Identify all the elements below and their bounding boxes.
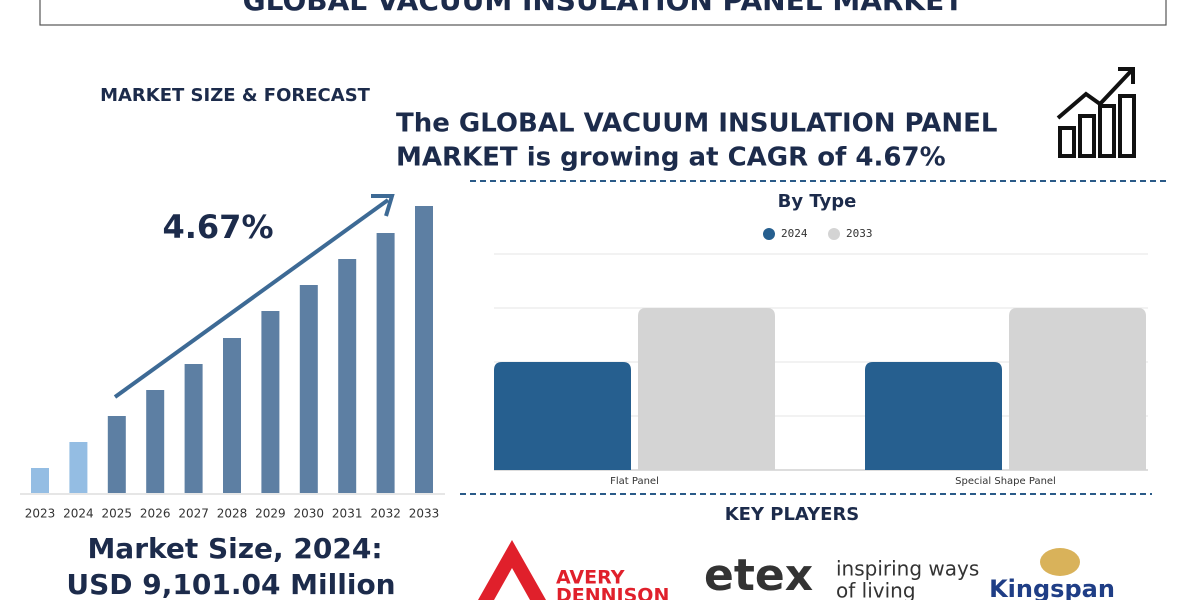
forecast-heading: MARKET SIZE & FORECAST bbox=[100, 85, 371, 106]
cagr-label: 4.67% bbox=[162, 208, 273, 246]
bar bbox=[261, 311, 280, 493]
logo-text: inspiring ways bbox=[836, 557, 979, 581]
headline: MARKET is growing at CAGR of 4.67% bbox=[396, 143, 946, 173]
x-tick-label: Flat Panel bbox=[610, 476, 659, 487]
legend-label: 2033 bbox=[846, 227, 873, 240]
bar bbox=[865, 362, 1002, 470]
growth-icon bbox=[1056, 67, 1136, 158]
x-tick-label: 2032 bbox=[370, 507, 401, 521]
x-tick-label: 2028 bbox=[217, 507, 248, 521]
key-figure: Market Size, 2024: bbox=[87, 532, 382, 565]
legend-swatch bbox=[828, 228, 840, 240]
logo-text: AVERY bbox=[556, 567, 625, 589]
chart-title: By Type bbox=[778, 191, 857, 212]
bar bbox=[31, 468, 49, 493]
logo-text: Kingspan bbox=[989, 575, 1115, 600]
key-figure: USD 9,101.04 Million bbox=[66, 568, 395, 600]
bar bbox=[146, 390, 165, 493]
bar bbox=[1009, 308, 1146, 470]
headline: The GLOBAL VACUUM INSULATION PANEL bbox=[396, 109, 997, 139]
bar bbox=[376, 233, 395, 493]
x-tick-label: 2031 bbox=[332, 507, 363, 521]
x-tick-label: 2025 bbox=[102, 507, 133, 521]
header-box bbox=[39, 0, 1167, 26]
logo-text: DENNISON bbox=[556, 585, 669, 600]
bar bbox=[494, 362, 631, 470]
bar bbox=[107, 416, 126, 493]
x-tick-label: 2029 bbox=[255, 507, 286, 521]
x-tick-label: 2024 bbox=[63, 507, 94, 521]
avery-logo: AVERY DENNISON bbox=[478, 540, 669, 600]
x-tick-label: 2027 bbox=[178, 507, 209, 521]
bar bbox=[69, 442, 88, 493]
legend-label: 2024 bbox=[781, 227, 808, 240]
x-tick-label: 2033 bbox=[409, 507, 440, 521]
bar bbox=[299, 285, 318, 493]
logo-text: of living bbox=[836, 579, 916, 600]
header-title: GLOBAL VACUUM INSULATION PANEL MARKET bbox=[243, 0, 964, 17]
kingspan-logo: Kingspan bbox=[989, 548, 1115, 600]
logo-text: etex bbox=[704, 550, 813, 600]
etex-logo: etex inspiring ways of living bbox=[704, 550, 979, 600]
bar bbox=[415, 206, 433, 493]
bar bbox=[338, 259, 357, 493]
growth-arrow bbox=[113, 194, 395, 399]
legend-swatch bbox=[763, 228, 775, 240]
x-tick-label: 2023 bbox=[25, 507, 56, 521]
x-tick-label: Special Shape Panel bbox=[955, 476, 1056, 487]
x-tick-label: 2030 bbox=[294, 507, 325, 521]
x-tick-label: 2026 bbox=[140, 507, 171, 521]
bar bbox=[223, 338, 241, 493]
bar bbox=[184, 364, 203, 493]
bar bbox=[638, 308, 775, 470]
key-players-title: KEY PLAYERS bbox=[725, 504, 860, 525]
